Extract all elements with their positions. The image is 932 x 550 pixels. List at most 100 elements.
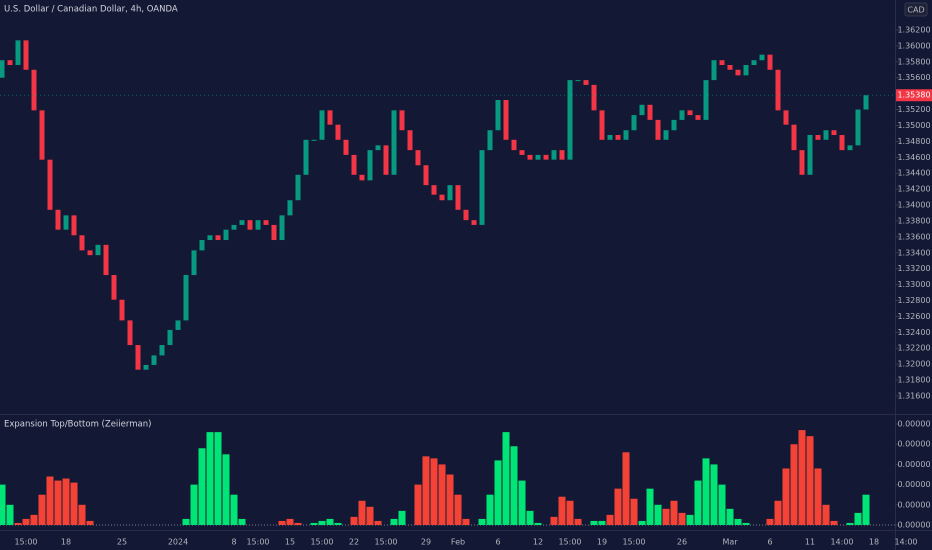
x-tick-label: 18 [869, 538, 879, 547]
histogram-bar [414, 484, 422, 525]
candle [63, 215, 69, 230]
candle [847, 145, 853, 151]
candle [615, 135, 621, 140]
y-tick-label: 1.35800 [897, 57, 930, 66]
histogram-bar [830, 520, 838, 525]
candle [591, 84, 597, 111]
histogram-bar [198, 448, 206, 525]
histogram-bar [6, 504, 14, 525]
histogram-bar [462, 518, 470, 525]
candle [431, 185, 437, 195]
candle [767, 54, 773, 70]
candle [719, 60, 725, 66]
histogram-bar [446, 474, 454, 525]
candle [735, 69, 741, 76]
candle [631, 115, 637, 131]
candle [247, 220, 253, 230]
y-tick-label: 1.33800 [897, 216, 930, 225]
histogram-bar [230, 494, 238, 525]
histogram-bar [510, 446, 518, 525]
candle [551, 150, 557, 160]
y-tick-label: 1.35000 [897, 121, 930, 130]
histogram-bar [430, 458, 438, 525]
histogram-bar [310, 522, 318, 525]
x-tick-label: 15:00 [374, 538, 397, 547]
currency[interactable]: CAD [907, 6, 924, 15]
candle [279, 215, 285, 241]
histogram-bar [494, 460, 502, 525]
y-tick-label: 1.36200 [897, 25, 930, 34]
x-tick-label: 15:00 [246, 538, 269, 547]
histogram-bar [734, 518, 742, 525]
candle [415, 150, 421, 166]
histogram-bar [574, 518, 582, 525]
candle [223, 229, 229, 241]
candle [263, 220, 269, 225]
candle [231, 224, 237, 230]
y-tick-label: 1.36000 [897, 41, 930, 50]
histogram-bar [502, 432, 510, 525]
x-tick-label: 2024 [168, 538, 188, 547]
y2-tick-label: 0.00000 [897, 520, 930, 529]
x-tick-label: 15:00 [310, 538, 333, 547]
y-tick-label: 1.34800 [897, 137, 930, 146]
histogram-bar [206, 432, 214, 525]
histogram-bar [30, 514, 38, 525]
x-tick-label: Feb [451, 538, 465, 547]
candle [335, 124, 341, 140]
x-tick-label: 14:00 [894, 538, 917, 547]
candle [15, 40, 21, 66]
y-tick-label: 1.32800 [897, 296, 930, 305]
y-tick-label: 1.33400 [897, 248, 930, 257]
candle [479, 150, 485, 225]
histogram-bar [422, 456, 430, 525]
candle [151, 355, 157, 365]
candle [503, 100, 509, 140]
candle [751, 60, 757, 66]
histogram-bar [38, 494, 46, 525]
y2-tick-label: 0.00000 [897, 420, 930, 429]
histogram-bar [814, 468, 822, 525]
histogram-bar [686, 514, 694, 525]
histogram-bar [86, 520, 94, 525]
histogram-bar [822, 504, 830, 525]
histogram-bar [374, 520, 382, 525]
candle [783, 110, 789, 125]
candle [79, 235, 85, 251]
histogram-bar [718, 484, 726, 525]
candle [39, 110, 45, 160]
y-tick-label: 1.34200 [897, 185, 930, 194]
histogram-bar [846, 522, 854, 525]
histogram-bar [350, 516, 358, 525]
histogram-bar [14, 522, 22, 525]
histogram-bar [790, 444, 798, 525]
candle [87, 250, 93, 256]
candle [31, 69, 37, 111]
candle [455, 185, 461, 210]
candle [383, 145, 389, 175]
candle [807, 135, 813, 175]
y2-tick-label: 0.00000 [897, 440, 930, 449]
x-tick-label: 26 [677, 538, 687, 547]
histogram-bar [566, 500, 574, 525]
y-tick-label: 1.34600 [897, 153, 930, 162]
currency-button[interactable] [904, 2, 928, 17]
histogram-bar [390, 518, 398, 525]
histogram-bar [334, 522, 342, 525]
candle [47, 159, 53, 210]
candle [119, 299, 125, 321]
histogram-bar [558, 496, 566, 525]
candle [799, 150, 805, 175]
candle [543, 154, 549, 160]
candle [55, 209, 61, 230]
candle [575, 80, 581, 82]
y2-tick-label: 0.00000 [897, 500, 930, 509]
x-tick-label: Mar [722, 538, 738, 547]
y-tick-label: 1.34000 [897, 201, 930, 210]
histogram-bar [782, 468, 790, 525]
candle [367, 150, 373, 181]
candle [191, 250, 197, 276]
x-tick-label: 14:00 [830, 538, 853, 547]
candle [255, 220, 261, 230]
histogram-bar [486, 494, 494, 525]
